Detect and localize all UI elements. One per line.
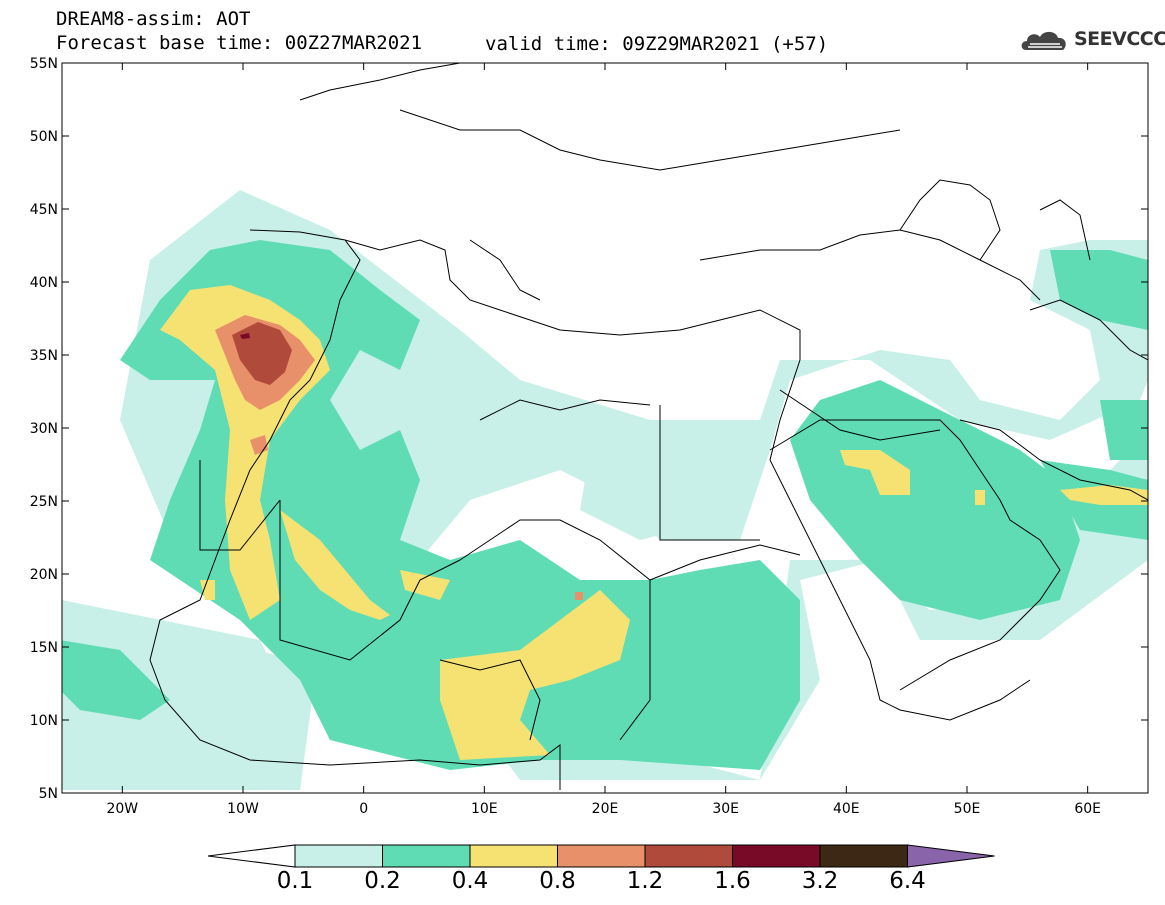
colorbar-segment bbox=[294, 844, 383, 868]
lat-label: 50N bbox=[30, 129, 58, 145]
colorbar-label: 1.2 bbox=[626, 868, 664, 894]
colorbar-label: 6.4 bbox=[889, 868, 926, 894]
colorbar-segment bbox=[557, 844, 646, 868]
coastlines bbox=[149, 63, 1148, 790]
logo-text: SEEVCCC bbox=[1074, 28, 1165, 50]
lon-label: 30E bbox=[712, 801, 739, 817]
lat-label: 5N bbox=[39, 786, 58, 802]
lon-label: 10E bbox=[471, 801, 498, 817]
lon-label: 20E bbox=[592, 801, 619, 817]
lat-label: 25N bbox=[30, 494, 58, 510]
lat-label: 40N bbox=[30, 275, 58, 291]
colorbar-label: 0.4 bbox=[451, 868, 489, 894]
lat-label: 30N bbox=[30, 421, 58, 437]
colorbar-segment bbox=[644, 844, 733, 868]
lon-label: 20W bbox=[106, 801, 138, 817]
colorbar-segment bbox=[819, 844, 908, 868]
lon-label: 60E bbox=[1074, 801, 1101, 817]
lat-label: 45N bbox=[30, 202, 58, 218]
lon-label: 0 bbox=[359, 801, 368, 817]
aot-shading bbox=[62, 63, 1148, 793]
lat-label: 10N bbox=[30, 713, 58, 729]
colorbar-arrow-low bbox=[207, 844, 296, 868]
forecast-base-time: Forecast base time: 00Z27MAR2021 bbox=[56, 32, 423, 54]
colorbar-segment bbox=[732, 844, 821, 868]
colorbar bbox=[207, 844, 995, 868]
colorbar-label: 3.2 bbox=[801, 868, 839, 894]
lon-label: 10W bbox=[227, 801, 259, 817]
colorbar-segment bbox=[382, 844, 471, 868]
lat-label: 35N bbox=[30, 348, 58, 364]
cloud-icon bbox=[1021, 31, 1066, 50]
colorbar-label: 1.6 bbox=[714, 868, 751, 894]
lat-label: 55N bbox=[30, 56, 58, 72]
valid-time: valid time: 09Z29MAR2021 (+57) bbox=[485, 33, 829, 55]
colorbar-label: 0.1 bbox=[276, 868, 314, 894]
lat-label: 20N bbox=[30, 567, 58, 583]
colorbar-label: 0.2 bbox=[364, 868, 401, 894]
seevccc-logo: SEEVCCC bbox=[1018, 24, 1165, 58]
colorbar-segment bbox=[469, 844, 558, 868]
lat-label: 15N bbox=[30, 640, 58, 656]
lon-label: 50E bbox=[954, 801, 981, 817]
colorbar-arrow-high bbox=[907, 844, 995, 868]
colorbar-label: 0.8 bbox=[539, 868, 576, 894]
map-title: DREAM8-assim: AOT bbox=[56, 8, 251, 30]
lon-label: 40E bbox=[833, 801, 860, 817]
